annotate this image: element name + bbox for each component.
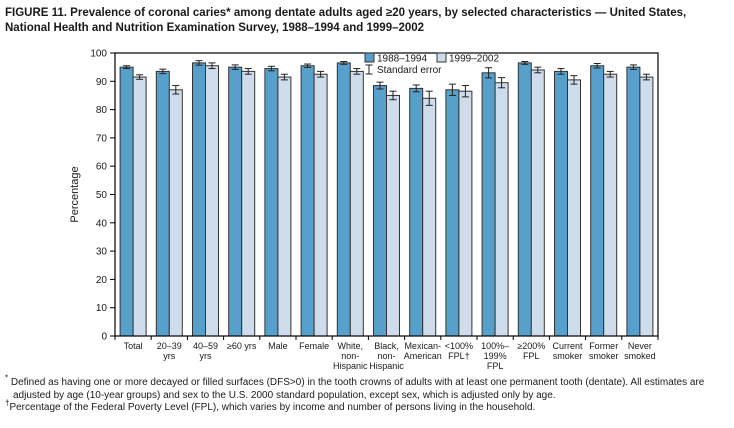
x-tick-label: Never	[628, 341, 652, 351]
bar-1999–2002	[277, 76, 292, 337]
bar-1999–2002	[530, 69, 545, 337]
x-tick-label: Current	[552, 341, 583, 351]
y-tick-label: 0	[101, 332, 107, 343]
y-tick-label: 30	[96, 247, 108, 258]
x-tick-label: 20–39	[157, 341, 182, 351]
x-tick-label: non-	[377, 351, 395, 361]
bar-1988–1994	[300, 65, 315, 337]
footnote-fpl-text: Percentage of the Federal Poverty Level …	[9, 402, 536, 413]
x-tick-label: ≥60 yrs	[227, 341, 257, 351]
bar-1999–2002	[132, 76, 147, 337]
legend: 1988–1994 1999–2002 Standard error	[364, 52, 499, 76]
bar-1999–2002	[603, 73, 618, 337]
bar-1999–2002	[458, 90, 473, 337]
legend-label: 1988–1994	[377, 54, 427, 65]
footnote-marker-dagger: †	[5, 398, 10, 408]
bar-1999–2002	[639, 76, 654, 337]
figure-title: FIGURE 11. Prevalence of coronal caries*…	[5, 7, 687, 34]
x-tick-label: Black,	[374, 341, 399, 351]
bar-1988–1994	[445, 89, 460, 337]
legend-label: 1999–2002	[449, 54, 499, 65]
y-tick-label: 80	[96, 105, 108, 116]
bars	[119, 62, 654, 337]
bar-1988–1994	[336, 62, 351, 337]
x-tick-label: Former	[589, 341, 618, 351]
standard-error-label: Standard error	[377, 65, 442, 76]
bar-1999–2002	[422, 97, 437, 337]
bar-1988–1994	[517, 62, 532, 337]
bar-1999–2002	[567, 79, 581, 337]
legend-swatch-1999–2002	[436, 52, 447, 63]
x-tick-label: smoked	[624, 351, 656, 361]
x-tick-label: FPL†	[448, 351, 470, 361]
y-tick-label: 10	[96, 303, 108, 314]
y-tick-label: 60	[96, 162, 108, 173]
y-tick-label: 50	[96, 190, 108, 201]
y-tick-label: 70	[96, 133, 108, 144]
x-tick-label: 199%	[484, 351, 507, 361]
axes: 0 10 20 30 40 50 60 70 80 90 100 Percentage	[69, 49, 659, 343]
x-tick-label: Mexican-	[404, 341, 441, 351]
footnotes: * Defined as having one or more decayed …	[5, 373, 729, 415]
bar-1988–1994	[481, 72, 496, 337]
x-tick-label: Hispanic	[333, 361, 368, 371]
x-tick-label: <100%	[445, 341, 473, 351]
x-tick-label: Female	[299, 341, 329, 351]
bar-1988–1994	[590, 65, 605, 337]
bar-1999–2002	[386, 94, 400, 337]
x-tick-label: FPL	[487, 361, 504, 371]
bar-1999–2002	[241, 70, 256, 337]
bar-1999–2002	[349, 70, 364, 337]
y-tick-label: 20	[96, 275, 108, 286]
x-tick-label: smoker	[589, 351, 619, 361]
y-tick-label: 40	[96, 218, 108, 229]
bar-1988–1994	[155, 70, 170, 337]
footnote-marker-asterisk: *	[5, 373, 9, 383]
bar-1988–1994	[373, 85, 387, 337]
bar-1988–1994	[626, 66, 641, 337]
x-tick-label: White,	[338, 341, 364, 351]
y-tick-label: 90	[96, 77, 108, 88]
bar-1999–2002	[205, 65, 219, 337]
x-tick-label: 100%–	[481, 341, 509, 351]
legend-swatch-1988–1994	[364, 52, 375, 63]
bar-1988–1994	[119, 66, 134, 337]
bar-1988–1994	[192, 62, 206, 337]
bar-1988–1994	[264, 68, 279, 337]
bar-1988–1994	[228, 66, 243, 337]
footnote-fpl: †Percentage of the Federal Poverty Level…	[5, 398, 729, 415]
bar-1988–1994	[409, 87, 424, 337]
bar-1999–2002	[168, 89, 183, 337]
x-tick-label: 40–59	[193, 341, 218, 351]
y-axis-title: Percentage	[69, 166, 81, 222]
y-tick-label: 100	[90, 49, 107, 60]
footnote-dfs-text: Defined as having one or more decayed or…	[8, 377, 705, 401]
bar-1988–1994	[554, 70, 568, 337]
x-tick-label: smoker	[553, 351, 583, 361]
x-tick-label: Male	[268, 341, 288, 351]
x-tick-label: American	[404, 351, 442, 361]
footnote-dfs: * Defined as having one or more decayed …	[5, 373, 729, 402]
x-tick-label: FPL	[523, 351, 540, 361]
x-tick-label: Total	[124, 341, 143, 351]
standard-error-glyph	[365, 64, 373, 75]
bar-1999–2002	[494, 82, 509, 337]
x-tick-label: Hispanic	[369, 361, 404, 371]
x-tick-label: ≥200%	[517, 341, 545, 351]
error-bars	[123, 60, 650, 106]
x-tick-label: non-	[341, 351, 359, 361]
bar-1999–2002	[313, 73, 328, 337]
x-tick-label: yrs	[163, 351, 175, 361]
x-tick-label: yrs	[200, 351, 212, 361]
